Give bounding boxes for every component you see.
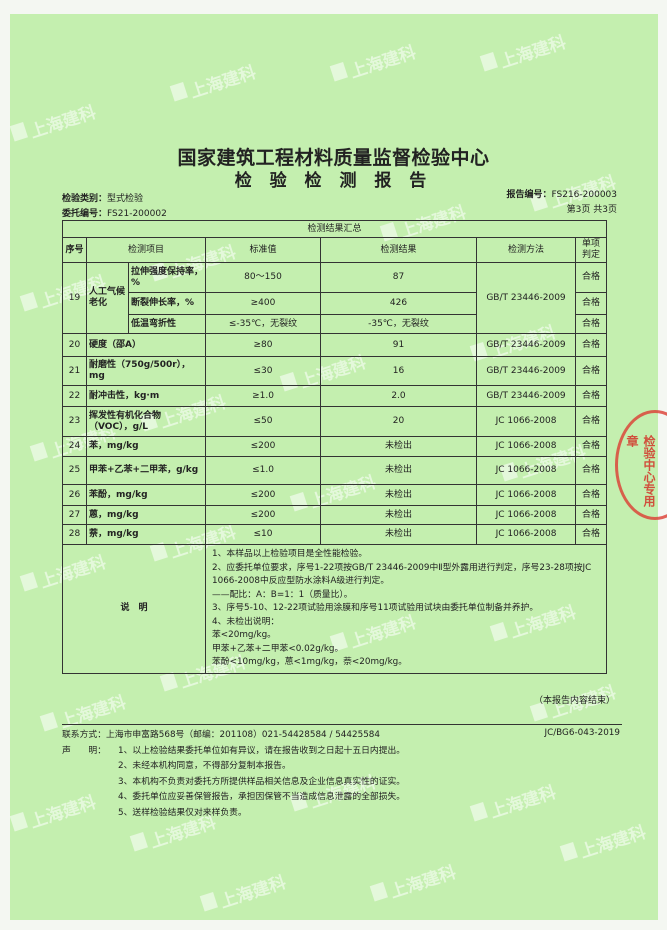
cell-result: 2.0 <box>320 385 477 407</box>
cell-result: 未检出 <box>320 436 477 457</box>
notes-row: 说 明 1、本样品以上检验项目是全性能检验。 2、应委托单位要求，序号1-22项按… <box>62 544 607 674</box>
cell-result: 未检出 <box>320 484 477 506</box>
test-category: 检验类别：型式检验 <box>62 194 144 204</box>
report-number: 报告编号：FS216-200003 <box>506 190 617 200</box>
cell-no: 21 <box>62 356 87 386</box>
cell-verdict: 合格 <box>575 333 607 357</box>
cell-item: 苯，mg/kg <box>86 436 206 457</box>
table-row: 25 甲苯+乙苯+二甲苯，g/kg ≤1.0 未检出 JC 1066-2008 合格 <box>62 456 607 485</box>
cell-std: ≤30 <box>205 356 321 386</box>
cell-method: GB/T 23446-2009 <box>476 356 576 386</box>
declaration-item: 3、本机构不负责对委托方所提供样品相关信息及企业信息真实性的证实。 <box>118 776 406 787</box>
cell-std: ≤200 <box>205 436 321 457</box>
cell-item: 甲苯+乙苯+二甲苯，g/kg <box>86 456 206 485</box>
end-note: （本报告内容结束） <box>533 696 615 706</box>
cell-std: ≤200 <box>205 505 321 525</box>
cell-item: 挥发性有机化合物（VOC），g/L <box>86 406 206 437</box>
cell-item: 苯酚，mg/kg <box>86 484 206 506</box>
cell-result: 16 <box>320 356 477 386</box>
cell-item: 蒽，mg/kg <box>86 505 206 525</box>
notes: 1、本样品以上检验项目是全性能检验。 2、应委托单位要求，序号1-22项按GB/T… <box>205 544 607 674</box>
page-number: 第3页 共3页 <box>566 205 617 215</box>
cell-no: 20 <box>62 333 87 357</box>
cell-item: 萘，mg/kg <box>86 524 206 545</box>
table-row: 28 萘，mg/kg ≤10 未检出 JC 1066-2008 合格 <box>62 524 607 545</box>
cell-no: 23 <box>62 406 87 437</box>
contact-info: 联系方式：上海市申富路568号（邮编：201108）021-54428584 /… <box>62 730 380 740</box>
cell-std: ≤200 <box>205 484 321 506</box>
table-row: 26 苯酚，mg/kg ≤200 未检出 JC 1066-2008 合格 <box>62 484 607 506</box>
note-line: 苯<20mg/kg。 <box>212 630 276 640</box>
declaration-item: 1、以上检验结果委托单位如有异议，请在报告收到之日起十五日内提出。 <box>118 745 406 756</box>
cell-verdict: 合格 <box>575 524 607 545</box>
cell-result: 91 <box>320 333 477 357</box>
cell-item: 耐磨性（750g/500r），mg <box>86 356 206 386</box>
cell-no: 26 <box>62 484 87 506</box>
note-line: 2、应委托单位要求，序号1-22项按GB/T 23446-2009中Ⅱ型外露用进… <box>212 562 592 587</box>
cell-item: 耐冲击性，kg·m <box>86 385 206 407</box>
table-row: 21 耐磨性（750g/500r），mg ≤30 16 GB/T 23446-2009 合… <box>62 356 607 386</box>
declaration-item: 4、委托单位应妥善保管报告，承担因保管不当造成信息泄露的全部损失。 <box>118 792 406 802</box>
table-row: 27 蒽，mg/kg ≤200 未检出 JC 1066-2008 合格 <box>62 505 607 525</box>
institution-title: 国家建筑工程材料质量监督检验中心 <box>177 147 490 169</box>
cell-method: JC 1066-2008 <box>476 456 576 485</box>
cell-verdict: 合格 <box>575 436 607 457</box>
commission-number: 委托编号：FS21-200002 <box>62 209 167 219</box>
table-caption: 检测结果汇总 <box>62 220 607 238</box>
footer: 联系方式：上海市申富路568号（邮编：201108）021-54428584 /… <box>62 728 405 821</box>
table-row: 24 苯，mg/kg ≤200 未检出 JC 1066-2008 合格 <box>62 436 607 457</box>
cell-verdict: 合格 <box>575 385 607 407</box>
cell-std: ≥1.0 <box>205 385 321 407</box>
table-header: 序号 检测项目 标准值 检测结果 检测方法 单项判定 <box>62 237 607 263</box>
note-line: 1、本样品以上检验项目是全性能检验。 <box>212 549 368 559</box>
cell-verdict: 合格 <box>575 456 607 485</box>
cell-std: ≤1.0 <box>205 456 321 485</box>
cell-result: 未检出 <box>320 456 477 485</box>
cell-std: ≤50 <box>205 406 321 437</box>
declaration-label: 声 明： <box>62 745 106 756</box>
cell-result: 未检出 <box>320 505 477 525</box>
cell-verdict: 合格 <box>575 484 607 506</box>
note-line: 4、未检出说明： <box>212 616 280 627</box>
cell-no: 25 <box>62 456 87 485</box>
stamp-text: 检验中心专用章 <box>625 435 656 507</box>
note-line: ——配比：A：B=1：1（质量比）。 <box>212 589 353 600</box>
form-code: JC/BG6-043-2019 <box>544 728 620 738</box>
cell-std: ≥80 <box>205 333 321 357</box>
cell-result: 未检出 <box>320 524 477 545</box>
cell-item: 硬度（邵A） <box>86 333 206 357</box>
report-title: 检 验 检 测 报 告 <box>234 171 433 191</box>
cell-method: JC 1066-2008 <box>476 484 576 506</box>
cell-method: JC 1066-2008 <box>476 436 576 457</box>
cell-method: JC 1066-2008 <box>476 406 576 437</box>
cell-method: GB/T 23446-2009 <box>476 333 576 357</box>
cell-verdict: 合格 <box>575 505 607 525</box>
cell-no: 28 <box>62 524 87 545</box>
table-row: 19 人工气候老化 拉伸强度保持率，% 80～150 87 GB/T 23446… <box>62 262 607 334</box>
declarations: 声 明： 1、以上检验结果委托单位如有异议，请在报告收到之日起十五日内提出。 2、未… <box>62 744 405 822</box>
cell-method: JC 1066-2008 <box>476 524 576 545</box>
note-line: 甲苯+乙苯+二甲苯<0.02g/kg。 <box>212 643 344 654</box>
cell-no: 22 <box>62 385 87 407</box>
declaration-item: 5、送样检验结果仅对来样负责。 <box>118 807 247 818</box>
table-row: 22 耐冲击性，kg·m ≥1.0 2.0 GB/T 23446-2009 合格 <box>62 385 607 407</box>
note-line: 苯酚<10mg/kg，蒽<1mg/kg，萘<20mg/kg。 <box>212 657 408 667</box>
cell-verdict: 合格 <box>575 406 607 437</box>
table-row: 23 挥发性有机化合物（VOC），g/L ≤50 20 JC 1066-2008 合格 <box>62 406 607 437</box>
cell-method: JC 1066-2008 <box>476 505 576 525</box>
note-line: 3、序号5-10、12-22项试验用涂膜和序号11项试验用试块由委托单位制备并养… <box>212 603 539 613</box>
declaration-item: 2、未经本机构同意，不得部分复制本报告。 <box>118 761 291 771</box>
table-row: 20 硬度（邵A） ≥80 91 GB/T 23446-2009 合格 <box>62 333 607 357</box>
cell-std: ≤10 <box>205 524 321 545</box>
cell-verdict: 合格 <box>575 356 607 386</box>
cell-no: 27 <box>62 505 87 525</box>
divider <box>62 724 622 725</box>
cell-result: 20 <box>320 406 477 437</box>
notes-label: 说 明 <box>62 544 206 674</box>
cell-method: GB/T 23446-2009 <box>476 385 576 407</box>
results-table: 检测结果汇总 序号 检测项目 标准值 检测结果 检测方法 单项判定 19 人工气… <box>62 220 607 674</box>
cell-no: 24 <box>62 436 87 457</box>
table-row: 低温弯折性 ≤-35℃，无裂纹 -35℃，无裂纹 合格 <box>63 314 607 334</box>
